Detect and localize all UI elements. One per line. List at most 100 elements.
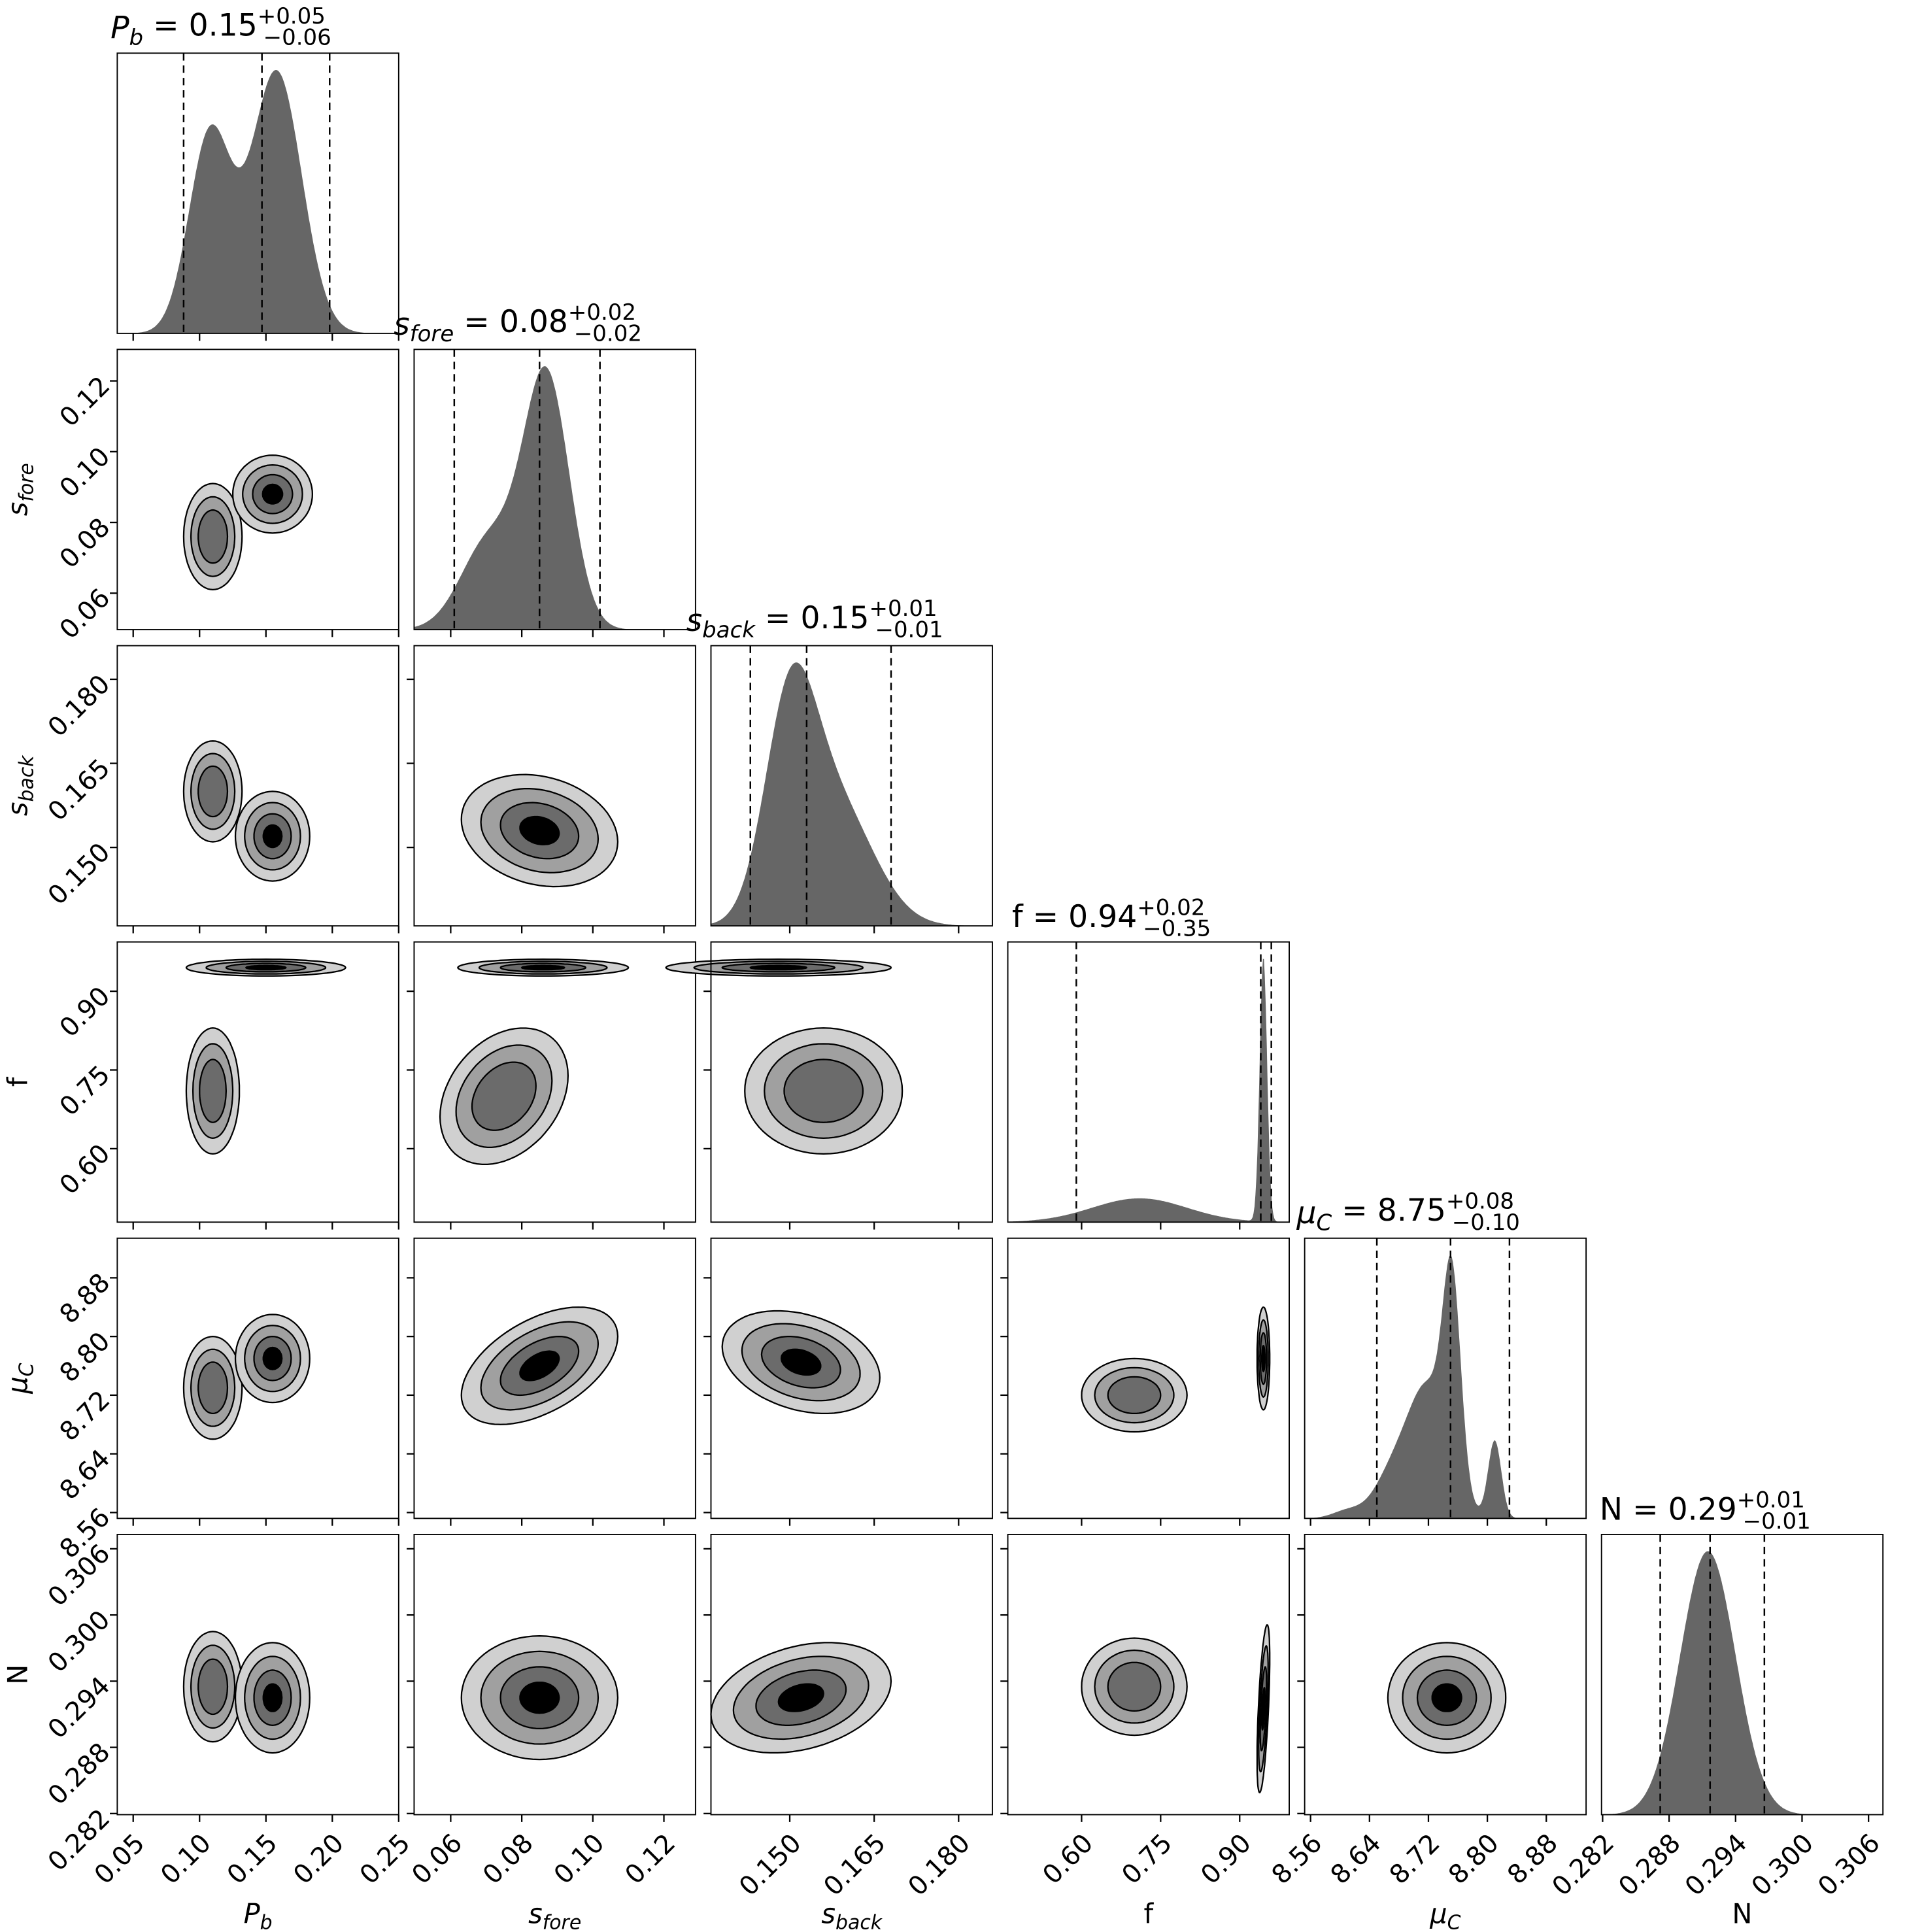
x-tick-label: 0.20 — [288, 1828, 350, 1890]
x-tick-label: 0.300 — [1746, 1828, 1819, 1902]
histogram-fill — [1304, 1255, 1587, 1519]
x-tick-label: 0.294 — [1679, 1828, 1753, 1902]
y-tick-label: 0.300 — [42, 1604, 116, 1678]
histogram-panel-muC: μC = 8.75+0.08 −0.10 — [1296, 1188, 1587, 1526]
y-axis-label-muC: μC — [2, 1363, 39, 1394]
x-axis-label-muC: μC — [1429, 1898, 1460, 1932]
y-tick-label: 0.06 — [54, 583, 116, 645]
panel-title-muC: μC = 8.75+0.08 −0.10 — [1296, 1188, 1520, 1236]
contour-level-3 — [199, 1059, 228, 1123]
x-tick-label: 0.08 — [477, 1828, 539, 1890]
x-axis-label-sback: sback — [821, 1898, 883, 1932]
contour-level-4 — [519, 1681, 560, 1714]
histogram-fill — [414, 366, 696, 630]
contour-level-3 — [471, 1061, 537, 1131]
x-axis-label-sfore: sfore — [528, 1898, 581, 1932]
panel-frame — [1007, 1237, 1290, 1519]
contour-panel-f-vs-sfore — [407, 941, 696, 1230]
histogram-fill — [117, 69, 399, 333]
x-tick-label: 0.15 — [222, 1828, 284, 1890]
contour-panel-muC-vs-Pb — [110, 1237, 399, 1526]
y-tick-label: 0.294 — [42, 1671, 116, 1745]
contour-level-3 — [1107, 1376, 1162, 1415]
contour-panel-N-vs-Pb — [110, 1533, 399, 1822]
title-lower-error: −0.06 — [263, 24, 331, 50]
panel-frame — [710, 645, 993, 927]
y-axis-label-sback-subscript: back — [16, 754, 39, 802]
panel-frame — [1007, 1533, 1290, 1816]
panel-frame — [1304, 1533, 1587, 1816]
x-axis-label-N-symbol: N — [1732, 1898, 1752, 1930]
x-tick-label: 0.06 — [406, 1828, 468, 1890]
histogram-fill — [1007, 958, 1290, 1223]
title-value: = 0.15 — [143, 8, 258, 44]
y-tick-label: 8.64 — [54, 1444, 116, 1506]
panel-title-N-symbol: N — [1600, 1491, 1623, 1527]
x-tick-label: 0.306 — [1812, 1828, 1886, 1902]
y-axis-label-muC-subscript: C — [16, 1363, 39, 1376]
panel-title-Pb-symbol: P — [110, 10, 129, 46]
panel-title-sfore-subscript: fore — [410, 321, 454, 347]
y-axis-label-N-symbol: N — [2, 1665, 34, 1685]
contour-level-3 — [197, 509, 229, 564]
panel-frame — [710, 1533, 993, 1816]
title-upper-error: +0.02 — [1137, 894, 1205, 921]
contour-panel-sback-vs-sfore — [407, 645, 696, 934]
x-tick-label: 0.90 — [1195, 1828, 1257, 1890]
y-axis-label-sfore: sfore — [2, 463, 39, 516]
x-axis-label-Pb-symbol: P — [244, 1898, 260, 1930]
x-axis-label-f-symbol: f — [1143, 1898, 1154, 1930]
y-tick-label: 8.88 — [54, 1268, 116, 1330]
y-tick-label: 0.10 — [54, 441, 116, 503]
contour-level-4 — [262, 483, 284, 505]
title-value: = 0.94 — [1023, 899, 1138, 935]
x-tick-label: 0.282 — [1546, 1828, 1620, 1902]
panel-frame — [116, 645, 399, 927]
x-tick-label: 0.165 — [818, 1828, 892, 1902]
y-tick-label: 0.75 — [54, 1060, 116, 1122]
histogram-panel-sback: sback = 0.15+0.01 −0.01 — [686, 596, 993, 934]
panel-title-sback-subscript: back — [702, 617, 756, 643]
contour-level-3 — [783, 1059, 864, 1123]
x-tick-label: 8.56 — [1266, 1828, 1328, 1890]
histogram-fill — [1601, 1551, 1883, 1815]
y-axis-label-f-symbol: f — [2, 1076, 34, 1087]
y-tick-label: 0.60 — [54, 1138, 116, 1200]
y-tick-label: 0.165 — [42, 753, 116, 827]
x-axis-label-sback-subscript: back — [835, 1912, 883, 1932]
panel-title-N: N = 0.29+0.01 −0.01 — [1600, 1487, 1811, 1534]
title-value: = 8.75 — [1332, 1193, 1446, 1229]
panel-title-Pb-subscript: b — [129, 25, 144, 51]
panel-frame — [116, 348, 399, 630]
contour-panel-N-vs-muC — [1297, 1533, 1587, 1822]
title-lower-error: −0.01 — [875, 617, 943, 643]
x-axis-label-f: f — [1143, 1898, 1154, 1930]
contour-level-4 — [262, 1346, 283, 1370]
panel-frame — [710, 1237, 993, 1519]
y-axis-label-sfore-symbol: s — [2, 502, 34, 517]
panel-frame — [413, 645, 696, 927]
title-lower-error: −0.35 — [1143, 916, 1211, 942]
y-tick-label: 8.72 — [54, 1385, 116, 1447]
histogram-panel-f: f = 0.94+0.02 −0.35 — [1007, 894, 1290, 1230]
x-axis-label-muC-symbol: μ — [1429, 1898, 1447, 1930]
y-tick-label: 0.180 — [42, 669, 116, 743]
histogram-panel-Pb: Pb = 0.15+0.05 −0.06 — [110, 3, 399, 341]
contour-level-3 — [1107, 1661, 1162, 1712]
title-upper-error: +0.01 — [869, 596, 937, 622]
panel-frame — [413, 1237, 696, 1519]
x-tick-label: 0.75 — [1116, 1828, 1178, 1890]
histogram-panel-N: N = 0.29+0.01 −0.01 — [1600, 1487, 1884, 1822]
histogram-panel-sfore: sfore = 0.08+0.02 −0.02 — [394, 299, 696, 637]
y-axis-label-N: N — [2, 1665, 34, 1685]
contour-level-4 — [1260, 1345, 1266, 1373]
x-tick-label: 0.25 — [354, 1828, 416, 1890]
contour-level-4 — [262, 1683, 283, 1712]
panel-frame — [116, 1237, 399, 1519]
x-tick-label: 0.12 — [619, 1828, 681, 1890]
panel-title-Pb: Pb = 0.15+0.05 −0.06 — [110, 3, 331, 51]
x-axis-label-Pb: Pb — [244, 1898, 273, 1932]
contour-level-4 — [520, 964, 565, 971]
panel-title-sback-symbol: s — [686, 603, 703, 639]
